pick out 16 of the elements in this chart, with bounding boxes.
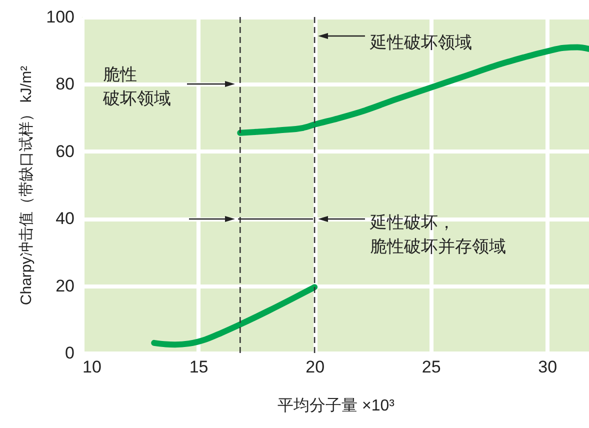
y-tick-label: 40: [56, 209, 74, 228]
x-tick-label: 30: [538, 358, 558, 376]
y-tick-label: 60: [56, 142, 74, 161]
annotation: 脆性破坏领域: [102, 65, 171, 108]
y-tick-label: 20: [56, 276, 74, 296]
y-tick-label: 0: [65, 344, 74, 362]
x-tick-label: 25: [422, 358, 441, 376]
x-axis-title: 平均分子量 ×10³: [278, 398, 396, 414]
y-axis-title: Charpy冲击值（带缺口试样） kJ/m²: [18, 66, 36, 306]
annotation: 延性破坏，脆性破坏并存领域: [369, 213, 506, 256]
y-tick-label: 80: [56, 74, 74, 94]
x-tick-label: 10: [82, 358, 102, 376]
annotation: 延性破坏领域: [369, 33, 472, 52]
y-tick-label: 100: [46, 8, 74, 26]
x-tick-label: 20: [306, 358, 325, 376]
x-tick-label: 15: [189, 358, 208, 376]
